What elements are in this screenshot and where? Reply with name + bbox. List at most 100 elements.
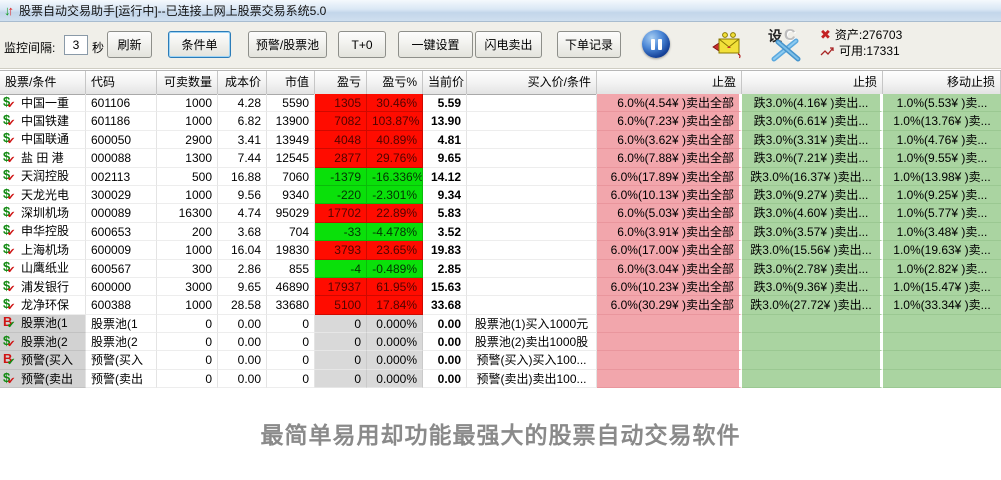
cell-cost: 7.44 [218,149,267,168]
table-row[interactable]: $ ✔ 申华控股 600653 200 3.68 704 -33 -4.478% 3.52 6.0%… [0,222,1001,242]
cell-name: $ ✔ 浦发银行 [0,277,86,297]
cell-price: 5.59 [423,94,467,113]
close-x-icon: ✖ [820,27,831,42]
column-header-qty[interactable]: 可卖数量 [157,71,218,95]
cell-stoploss: 跌3.0%(3.57¥ )卖出... [742,222,883,242]
cell-takeprofit: 6.0%(7.23¥ )卖出全部 [597,112,742,131]
table-row[interactable]: $ ✔ 深圳机场 000089 16300 4.74 95029 17702 22.89% 5.8… [0,204,1001,223]
cell-buycond [467,241,597,260]
cell-qty: 16300 [157,204,218,223]
flash-sell-button[interactable]: 闪电卖出 [475,31,542,58]
cell-price: 9.65 [423,149,467,168]
column-header-cost[interactable]: 成本价 [218,71,267,95]
column-header-price[interactable]: 当前价 [423,71,467,95]
cell-code: 股票池(1 [86,314,157,334]
column-header-name[interactable]: 股票/条件 [0,71,86,95]
cell-pnl: 0 [315,351,367,370]
column-header-pnl[interactable]: 盈亏 [315,71,367,95]
table-row[interactable]: $ ✔ 中国联通 600050 2900 3.41 13949 4048 40.89% 4.81 6… [0,130,1001,150]
cell-stoploss: 跌3.0%(7.21¥ )卖出... [742,149,883,168]
column-header-buycond[interactable]: 买入价/条件 [467,71,597,95]
cell-trailing: 1.0%(13.98¥ )卖... [883,167,1001,186]
cell-pnlpct: -4.478% [367,222,423,242]
cell-name: $ ✔ 预警(卖出 [0,369,86,389]
cell-buycond [467,259,597,278]
cell-code: 601106 [86,94,157,113]
cell-trailing: 1.0%(9.25¥ )卖... [883,185,1001,205]
cell-code: 601186 [86,112,157,131]
cell-pnl: 3793 [315,241,367,260]
table-row[interactable]: B ✔ 股票池(1 股票池(1 0 0.00 0 0 0.000% 0.00 股票池(1)买入100… [0,314,1001,334]
cell-pnlpct: -0.489% [367,259,423,278]
table-row[interactable]: $ ✔ 浦发银行 600000 3000 9.65 46890 17937 61.95% 15.6… [0,277,1001,297]
cell-pnl: 0 [315,333,367,352]
stock-name: 盐 田 港 [21,150,64,165]
cell-cost: 6.82 [218,112,267,131]
t0-button[interactable]: T+0 [338,31,386,58]
cell-stoploss: 跌3.0%(27.72¥ )卖出... [742,296,883,315]
cell-mktval: 12545 [267,149,315,168]
cell-pnl: -220 [315,185,367,205]
stock-name: 中国联通 [21,132,70,147]
cell-qty: 1000 [157,112,218,131]
cell-qty: 500 [157,167,218,186]
column-header-trailing[interactable]: 移动止损 [883,71,1001,95]
cell-mktval: 33680 [267,296,315,315]
column-header-stoploss[interactable]: 止损 [742,71,883,95]
table-row[interactable]: $ ✔ 龙净环保 600388 1000 28.58 33680 5100 17.84% 33.6… [0,296,1001,315]
column-header-code[interactable]: 代码 [86,71,157,95]
message-alert-icon[interactable] [710,30,744,60]
table-row[interactable]: $ ✔ 上海机场 600009 1000 16.04 19830 3793 23.65% 19.8… [0,241,1001,260]
cell-name: $ ✔ 龙净环保 [0,296,86,315]
cell-trailing: 1.0%(5.77¥ )卖... [883,204,1001,223]
cell-price: 33.68 [423,296,467,315]
cell-mktval: 9340 [267,185,315,205]
column-header-pnlpct[interactable]: 盈亏% [367,71,423,95]
table-row[interactable]: $ ✔ 中国铁建 601186 1000 6.82 13900 7082 103.87% 13.9… [0,112,1001,131]
sell-icon: $ ✔ [3,185,16,203]
table-row[interactable]: $ ✔ 天润控股 002113 500 16.88 7060 -1379 -16.336% 14.… [0,167,1001,186]
cell-buycond [467,94,597,113]
table-row[interactable]: B ✔ 预警(买入 预警(买入 0 0.00 0 0 0.000% 0.00 预警(买入)买入100… [0,351,1001,370]
cell-cost: 4.74 [218,204,267,223]
refresh-button[interactable]: 刷新 [107,31,152,58]
column-header-takeprofit[interactable]: 止盈 [597,71,742,95]
cell-code: 300029 [86,185,157,205]
cell-pnlpct: 103.87% [367,112,423,131]
interval-input[interactable] [64,35,88,55]
one-key-setup-button[interactable]: 一键设置 [398,31,473,58]
table-row[interactable]: $ ✔ 股票池(2 股票池(2 0 0.00 0 0 0.000% 0.00 股票池(2)卖出100… [0,333,1001,352]
cell-qty: 1000 [157,94,218,113]
cell-code: 预警(卖出 [86,369,157,389]
table-row[interactable]: $ ✔ 天龙光电 300029 1000 9.56 9340 -220 -2.301% 9.34 6… [0,185,1001,205]
cell-takeprofit [597,351,742,370]
cell-price: 13.90 [423,112,467,131]
cell-pnl: 17937 [315,277,367,297]
cell-trailing: 1.0%(9.55¥ )卖... [883,149,1001,168]
table-row[interactable]: $ ✔ 盐 田 港 000088 1300 7.44 12545 2877 29.76% 9.65… [0,149,1001,168]
cell-buycond: 股票池(2)卖出1000股 [467,333,597,352]
stock-name: 天龙光电 [21,187,70,202]
cell-name: $ ✔ 中国一重 [0,94,86,113]
stock-name: 股票池(2 [21,334,68,349]
cell-qty: 0 [157,333,218,352]
alert-stockpool-button[interactable]: 预警/股票池 [248,31,327,58]
stock-name: 预警(卖出 [21,371,73,386]
cell-mktval: 0 [267,314,315,334]
toolbar: 监控间隔: 秒 刷新 条件单 预警/股票池 T+0 一键设置 闪电卖出 下单记录… [0,22,1001,69]
table-row[interactable]: $ ✔ 预警(卖出 预警(卖出 0 0.00 0 0 0.000% 0.00 预警(卖出)卖出100… [0,369,1001,389]
cell-pnl: -4 [315,259,367,278]
cell-pnlpct: 29.76% [367,149,423,168]
column-header-mktval[interactable]: 市值 [267,71,315,95]
condition-order-button[interactable]: 条件单 [168,31,231,58]
cell-name: $ ✔ 天龙光电 [0,185,86,205]
pause-button[interactable] [642,30,670,58]
stock-name: 天润控股 [21,169,70,184]
cell-takeprofit: 6.0%(30.29¥ )卖出全部 [597,296,742,315]
table-row[interactable]: $ ✔ 中国一重 601106 1000 4.28 5590 1305 30.46% 5.59 6.… [0,94,1001,113]
order-record-button[interactable]: 下单记录 [557,31,621,58]
cell-name: $ ✔ 上海机场 [0,241,86,260]
cell-mktval: 855 [267,259,315,278]
table-row[interactable]: $ ✔ 山鹰纸业 600567 300 2.86 855 -4 -0.489% 2.85 6.0%(… [0,259,1001,278]
